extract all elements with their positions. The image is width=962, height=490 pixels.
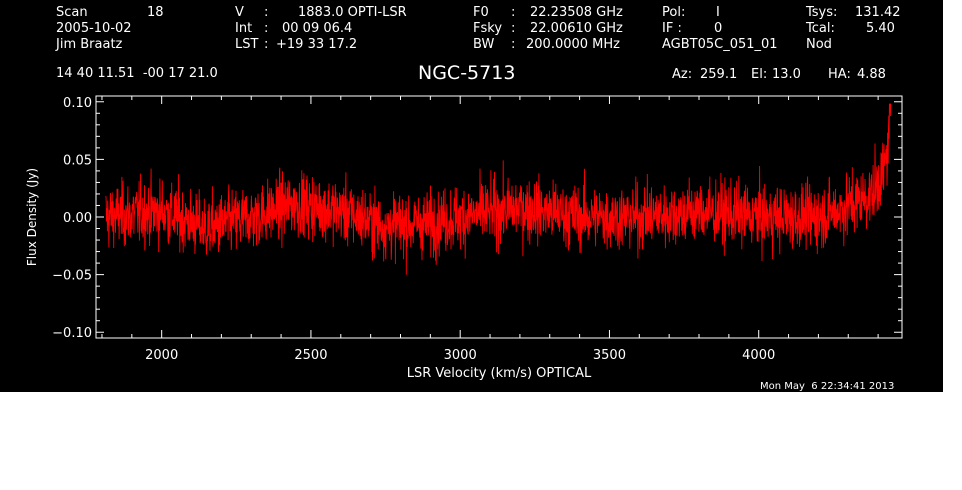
int-value: 00 09 06.4 — [282, 21, 353, 36]
lst-label: LST — [235, 37, 259, 52]
lst-sep: : — [264, 37, 269, 52]
bw-sep: : — [511, 37, 516, 52]
if-label: IF : — [662, 21, 682, 36]
scan-label: Scan — [56, 5, 88, 20]
tsys-value: 131.42 — [855, 5, 901, 20]
f0-sep: : — [511, 5, 516, 20]
tcal-value: 5.40 — [866, 21, 895, 36]
bw-value: 200.0000 MHz — [526, 37, 620, 52]
chart-title: NGC-5713 — [418, 62, 516, 84]
source-coordinates: 14 40 11.51 -00 17 21.0 — [56, 66, 218, 81]
y-tick-label: −0.10 — [52, 326, 92, 341]
render-timestamp: Mon May 6 22:34:41 2013 — [760, 381, 895, 392]
fsky-label: Fsky — [473, 21, 503, 36]
ha-label: HA: — [828, 67, 851, 82]
el-value: 13.0 — [772, 67, 801, 82]
fsky-sep: : — [511, 21, 516, 36]
if-value: 0 — [714, 21, 723, 36]
y-tick-label: 0.05 — [63, 153, 92, 168]
x-axis-label: LSR Velocity (km/s) OPTICAL — [407, 366, 592, 381]
y-tick-layer: −0.10 −0.05 0.00 0.05 0.10 — [52, 96, 902, 341]
fsky-value: 22.00610 GHz — [530, 21, 623, 36]
plot-panel: Scan 18 2005-10-02 Jim Braatz V : 1883.0… — [0, 0, 943, 392]
el-label: El: — [751, 67, 768, 82]
observer-name: Jim Braatz — [56, 37, 123, 52]
project-id: AGBT05C_051_01 — [662, 37, 778, 52]
ha-value: 4.88 — [857, 67, 886, 82]
x-tick-label: 2500 — [294, 348, 327, 363]
v-label: V — [235, 5, 244, 20]
v-sep: : — [264, 5, 269, 20]
x-tick-label: 4000 — [742, 348, 775, 363]
tsys-label: Tsys: — [806, 5, 838, 20]
y-tick-label: 0.00 — [63, 211, 92, 226]
y-tick-label: 0.10 — [63, 96, 92, 111]
x-tick-label: 3500 — [593, 348, 626, 363]
pol-value: I — [716, 5, 720, 20]
y-axis-label: Flux Density (Jy) — [25, 168, 39, 266]
tcal-label: Tcal: — [806, 21, 835, 36]
v-value: 1883.0 OPTI-LSR — [298, 5, 407, 20]
y-tick-label: −0.05 — [52, 269, 92, 284]
pol-label: Pol: — [662, 5, 686, 20]
az-value: 259.1 — [700, 67, 738, 82]
scan-value: 18 — [147, 5, 164, 20]
observation-date: 2005-10-02 — [56, 21, 132, 36]
lst-value: +19 33 17.2 — [276, 37, 358, 52]
x-tick-label: 2000 — [145, 348, 178, 363]
int-label: Int — [235, 21, 253, 36]
f0-value: 22.23508 GHz — [530, 5, 623, 20]
spectrum-trace-layer — [105, 103, 892, 275]
obs-mode: Nod — [806, 37, 832, 52]
spectrum-line — [105, 103, 892, 275]
f0-label: F0 — [473, 5, 489, 20]
x-tick-layer: 2000 2500 3000 3500 4000 — [101, 96, 879, 363]
spectrum-chart: 2000 2500 3000 3500 4000 −0.10 −0.05 0.00 0.05 0… — [25, 95, 903, 381]
int-sep: : — [264, 21, 269, 36]
bw-label: BW — [473, 37, 495, 52]
x-tick-label: 3000 — [444, 348, 477, 363]
az-label: Az: — [672, 67, 693, 82]
